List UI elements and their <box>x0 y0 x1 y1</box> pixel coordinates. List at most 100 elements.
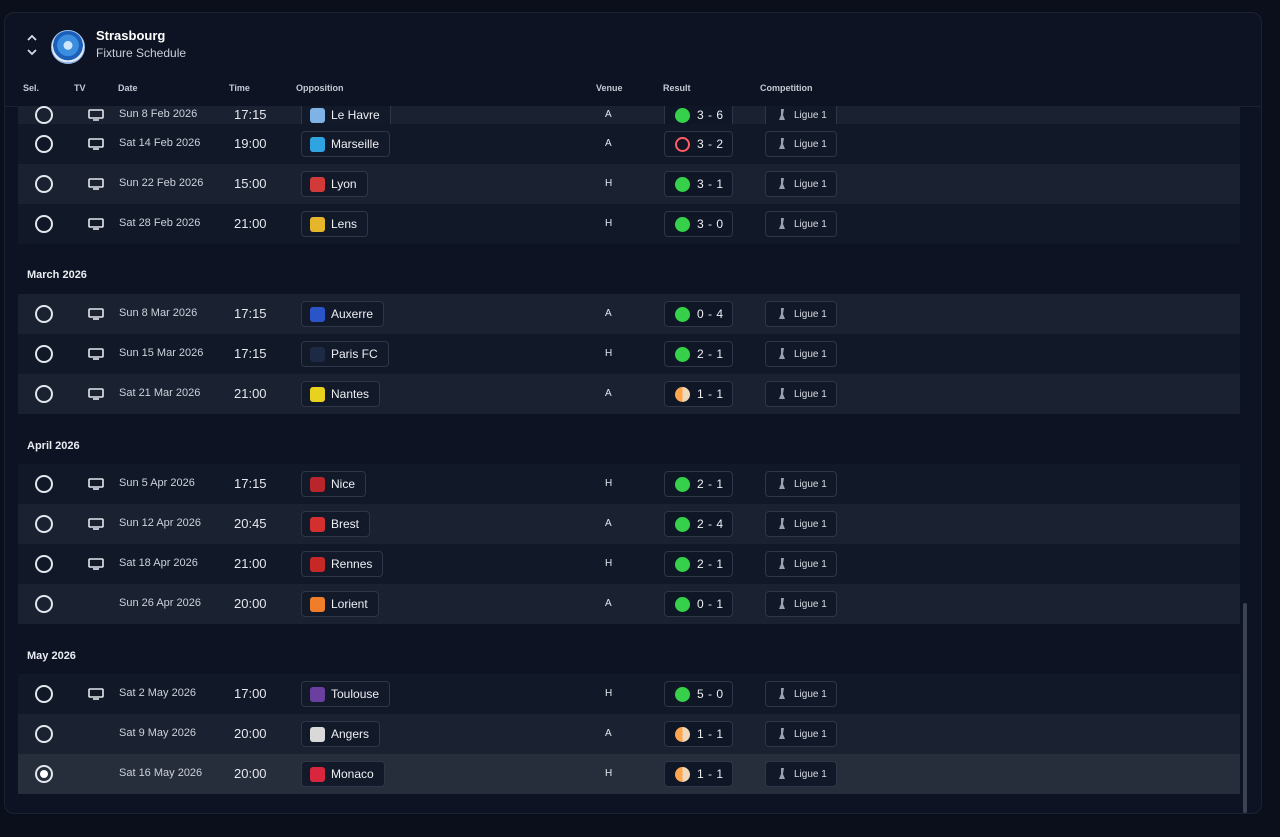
table-row[interactable]: Sat 14 Feb 2026 19:00 Marseille A 3 - 2 … <box>18 124 1240 164</box>
table-row[interactable]: Sun 26 Apr 2026 20:00 Lorient A 0 - 1 Li… <box>18 584 1240 624</box>
select-radio[interactable] <box>35 106 53 124</box>
select-radio[interactable] <box>35 385 53 403</box>
opponent-name: Toulouse <box>331 687 380 701</box>
col-time[interactable]: Time <box>229 83 250 93</box>
competition-button[interactable]: Ligue 1 <box>765 381 837 407</box>
competition-button[interactable]: Ligue 1 <box>765 551 837 577</box>
table-row[interactable]: Sun 8 Mar 2026 17:15 Auxerre A 0 - 4 Lig… <box>18 294 1240 334</box>
opponent-button[interactable]: Nice <box>301 471 367 497</box>
result-score: 5 - 0 <box>697 687 724 701</box>
competition-button[interactable]: Ligue 1 <box>765 721 837 747</box>
opponent-button[interactable]: Brest <box>301 511 371 537</box>
opponent-button[interactable]: Paris FC <box>301 341 389 367</box>
result-button[interactable]: 1 - 1 <box>664 721 733 747</box>
competition-button[interactable]: Ligue 1 <box>765 171 837 197</box>
table-row[interactable]: Sat 18 Apr 2026 21:00 Rennes H 2 - 1 Lig… <box>18 544 1240 584</box>
result-button[interactable]: 1 - 1 <box>664 381 733 407</box>
result-button[interactable]: 2 - 4 <box>664 511 733 537</box>
table-row[interactable]: Sun 12 Apr 2026 20:45 Brest A 2 - 4 Ligu… <box>18 504 1240 544</box>
opponent-button[interactable]: Monaco <box>301 761 385 787</box>
result-score: 2 - 1 <box>697 477 724 491</box>
opponent-button[interactable]: Marseille <box>301 131 391 157</box>
result-button[interactable]: 5 - 0 <box>664 681 733 707</box>
select-radio[interactable] <box>35 765 53 783</box>
competition-button[interactable]: Ligue 1 <box>765 301 837 327</box>
opponent-button[interactable]: Nantes <box>301 381 381 407</box>
result-score: 2 - 4 <box>697 517 724 531</box>
opponent-button[interactable]: Auxerre <box>301 301 385 327</box>
competition-button[interactable]: Ligue 1 <box>765 681 837 707</box>
opponent-name: Lens <box>331 217 358 231</box>
result-draw-icon <box>675 386 690 402</box>
opponent-button[interactable]: Toulouse <box>301 681 391 707</box>
col-opposition[interactable]: Opposition <box>296 83 344 93</box>
competition-button[interactable]: Ligue 1 <box>765 211 837 237</box>
opponent-button[interactable]: Lens <box>301 211 369 237</box>
result-score: 3 - 2 <box>697 137 724 151</box>
opponent-crest-icon <box>310 516 325 532</box>
table-row[interactable]: Sun 5 Apr 2026 17:15 Nice H 2 - 1 Ligue … <box>18 464 1240 504</box>
result-button[interactable]: 3 - 2 <box>664 131 733 157</box>
fixture-venue: A <box>605 518 612 529</box>
col-competition[interactable]: Competition <box>760 83 813 93</box>
competition-name: Ligue 1 <box>794 728 827 740</box>
result-button[interactable]: 3 - 1 <box>664 171 733 197</box>
scrollbar[interactable] <box>1243 603 1247 813</box>
table-row[interactable]: Sat 9 May 2026 20:00 Angers A 1 - 1 Ligu… <box>18 714 1240 754</box>
col-result[interactable]: Result <box>663 83 691 93</box>
table-row[interactable]: Sat 21 Mar 2026 21:00 Nantes A 1 - 1 Lig… <box>18 374 1240 414</box>
opponent-button[interactable]: Le Havre <box>301 106 391 128</box>
competition-button[interactable]: Ligue 1 <box>765 591 837 617</box>
table-row[interactable]: Sun 22 Feb 2026 15:00 Lyon H 3 - 1 Ligue… <box>18 164 1240 204</box>
fixture-date: Sun 5 Apr 2026 <box>119 477 195 489</box>
col-tv[interactable]: TV <box>74 83 86 93</box>
opponent-button[interactable]: Angers <box>301 721 381 747</box>
select-radio[interactable] <box>35 475 53 493</box>
result-score: 2 - 1 <box>697 557 724 571</box>
table-row[interactable]: Sat 28 Feb 2026 21:00 Lens H 3 - 0 Ligue… <box>18 204 1240 244</box>
select-radio[interactable] <box>35 215 53 233</box>
col-venue[interactable]: Venue <box>596 83 623 93</box>
result-button[interactable]: 0 - 1 <box>664 591 733 617</box>
result-button[interactable]: 2 - 1 <box>664 551 733 577</box>
fixture-venue: A <box>605 138 612 149</box>
select-radio[interactable] <box>35 305 53 323</box>
table-row[interactable]: Sat 2 May 2026 17:00 Toulouse H 5 - 0 Li… <box>18 674 1240 714</box>
competition-button[interactable]: Ligue 1 <box>765 131 837 157</box>
fixture-venue: A <box>605 109 612 120</box>
opponent-button[interactable]: Lyon <box>301 171 368 197</box>
select-radio[interactable] <box>35 685 53 703</box>
fixture-time: 21:00 <box>234 386 267 401</box>
fixture-date: Sun 26 Apr 2026 <box>119 597 201 609</box>
select-radio[interactable] <box>35 725 53 743</box>
fixture-venue: A <box>605 598 612 609</box>
opponent-crest-icon <box>310 386 325 402</box>
opponent-name: Monaco <box>331 767 374 781</box>
result-button[interactable]: 3 - 0 <box>664 211 733 237</box>
fixture-date: Sat 18 Apr 2026 <box>119 557 198 569</box>
table-row[interactable]: Sun 15 Mar 2026 17:15 Paris FC H 2 - 1 L… <box>18 334 1240 374</box>
col-sel[interactable]: Sel. <box>23 83 40 93</box>
competition-button[interactable]: Ligue 1 <box>765 761 837 787</box>
competition-button[interactable]: Ligue 1 <box>765 511 837 537</box>
result-button[interactable]: 2 - 1 <box>664 471 733 497</box>
result-button[interactable]: 1 - 1 <box>664 761 733 787</box>
col-date[interactable]: Date <box>118 83 138 93</box>
select-radio[interactable] <box>35 595 53 613</box>
chevron-down-icon[interactable] <box>25 45 39 59</box>
select-radio[interactable] <box>35 175 53 193</box>
select-radio[interactable] <box>35 345 53 363</box>
result-button[interactable]: 3 - 6 <box>664 106 733 128</box>
opponent-button[interactable]: Rennes <box>301 551 384 577</box>
select-radio[interactable] <box>35 515 53 533</box>
result-button[interactable]: 0 - 4 <box>664 301 733 327</box>
select-radio[interactable] <box>35 135 53 153</box>
fixture-date: Sun 8 Feb 2026 <box>119 108 198 120</box>
competition-button[interactable]: Ligue 1 <box>765 341 837 367</box>
select-radio[interactable] <box>35 555 53 573</box>
opponent-button[interactable]: Lorient <box>301 591 379 617</box>
result-button[interactable]: 2 - 1 <box>664 341 733 367</box>
chevron-up-icon[interactable] <box>25 31 39 45</box>
competition-button[interactable]: Ligue 1 <box>765 471 837 497</box>
table-row[interactable]: Sat 16 May 2026 20:00 Monaco H 1 - 1 Lig… <box>18 754 1240 794</box>
